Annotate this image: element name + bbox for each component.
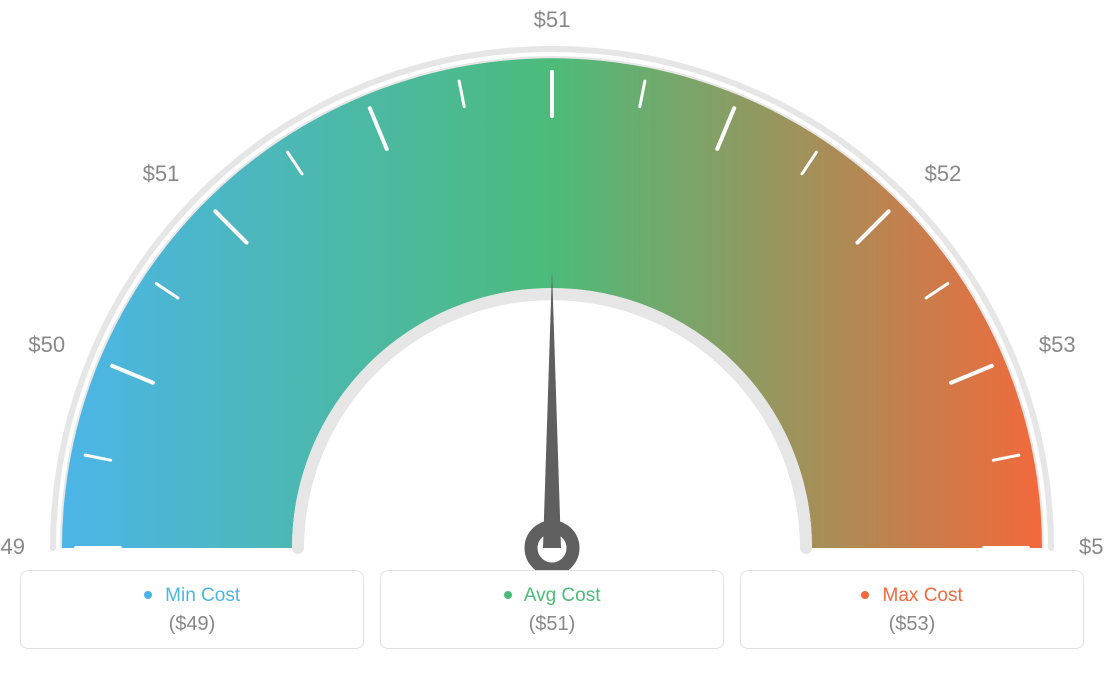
legend-dot-avg [504, 591, 512, 599]
legend-row: Min Cost ($49) Avg Cost ($51) Max Cost (… [0, 570, 1104, 649]
gauge-scale-label: $53 [1039, 332, 1076, 357]
cost-gauge-widget: $49 $50 $51 $51 $52 $53 $53 Min Cost ($49) Avg… [0, 0, 1104, 690]
gauge-scale-label: $51 [534, 7, 571, 32]
legend-card-min: Min Cost ($49) [20, 570, 364, 649]
gauge-scale-label: $50 [28, 332, 65, 357]
legend-label-avg-text: Avg Cost [524, 585, 601, 606]
legend-label-max: Max Cost [741, 585, 1083, 607]
legend-dot-max [861, 591, 869, 599]
gauge-scale-label: $51 [143, 161, 180, 186]
legend-label-min: Min Cost [21, 585, 363, 607]
gauge-chart: $49 $50 $51 $51 $52 $53 $53 [0, 0, 1104, 570]
legend-value-avg: ($51) [381, 613, 723, 636]
gauge-scale-label: $53 [1079, 534, 1104, 559]
legend-card-avg: Avg Cost ($51) [380, 570, 724, 649]
legend-label-min-text: Min Cost [165, 585, 240, 606]
gauge-scale-label: $52 [925, 161, 962, 186]
gauge-scale-label: $49 [0, 534, 25, 559]
legend-value-min: ($49) [21, 613, 363, 636]
legend-card-max: Max Cost ($53) [740, 570, 1084, 649]
legend-value-max: ($53) [741, 613, 1083, 636]
legend-label-avg: Avg Cost [381, 585, 723, 607]
legend-dot-min [144, 591, 152, 599]
legend-label-max-text: Max Cost [883, 585, 963, 606]
